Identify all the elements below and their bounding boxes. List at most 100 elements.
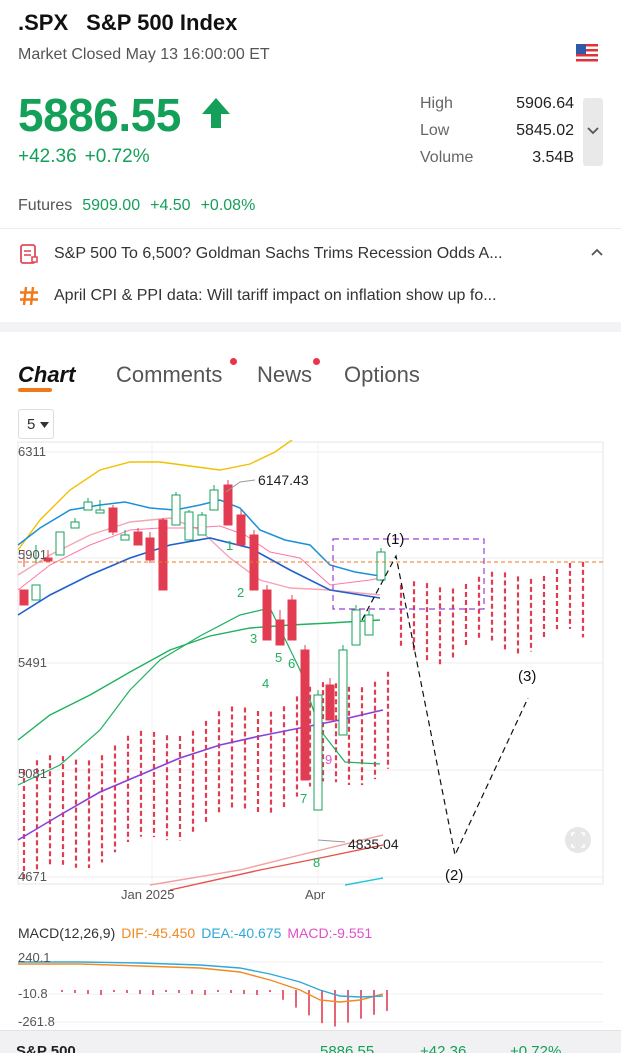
futures-price: 5909.00: [82, 197, 141, 214]
macd-dif: DIF:-45.450: [121, 925, 196, 941]
low-price-label: 4835.04: [348, 836, 399, 852]
tab-options[interactable]: Options: [344, 362, 420, 387]
hashtag-icon: [20, 286, 38, 306]
td-count-label: 5: [275, 650, 282, 665]
y-axis-label: 5081: [18, 766, 47, 781]
td-count-label: 4: [262, 676, 269, 691]
candle-body: [108, 507, 118, 533]
ma-light: [17, 525, 381, 591]
ma-purple: [17, 709, 384, 841]
macd-dea: DEA:-40.675: [201, 925, 282, 941]
document-icon: [20, 244, 38, 264]
wave-projection: [361, 554, 529, 857]
stat-value: 3.54B: [532, 149, 574, 166]
change-percent: +0.72%: [84, 146, 150, 167]
td-count-label: 1: [226, 538, 233, 553]
futures-change: +4.50: [150, 197, 191, 214]
candle-body: [120, 534, 130, 541]
candle-body: [31, 584, 41, 601]
macd-y-label: -261.8: [18, 1014, 55, 1029]
futures-change-percent: +0.08%: [200, 197, 256, 214]
arrow-up-icon: [202, 98, 230, 128]
target-zone-box: [332, 538, 485, 610]
y-axis-label: 6311: [18, 444, 46, 459]
wave-label: (1): [386, 531, 404, 548]
indicator-lines: [17, 440, 384, 891]
high-price-label: 6147.43: [258, 472, 309, 488]
candle-body: [262, 589, 272, 641]
macd-y-label: 240.1: [18, 950, 51, 965]
candle-body: [376, 551, 386, 581]
candle-body: [55, 531, 65, 556]
candle-body: [236, 514, 246, 546]
tab-chart[interactable]: Chart: [18, 362, 76, 387]
period-selector[interactable]: 5: [18, 409, 54, 439]
candle-body: [364, 614, 374, 636]
x-axis-label: Jan 2025: [121, 887, 175, 900]
ma-cyan: [344, 877, 384, 886]
ma-lower-pink: [149, 834, 384, 886]
bottom-quote-bar[interactable]: S&P 500 5886.55 +42.36 +0.72%: [0, 1030, 621, 1053]
ma-blue-short: [17, 499, 381, 577]
news-headline: S&P 500 To 6,500? Goldman Sachs Trims Re…: [54, 245, 503, 262]
candle-body: [223, 484, 233, 526]
candle-body: [70, 521, 80, 529]
candle-body: [133, 531, 143, 546]
macd-dea-line: [18, 961, 384, 998]
section-gap: [0, 322, 621, 332]
fullscreen-icon: [565, 827, 591, 853]
macd-value: MACD:-9.551: [287, 925, 373, 941]
candle-body: [158, 519, 168, 591]
ma-green-long: [17, 619, 381, 741]
x-axis-label: Apr: [305, 887, 326, 900]
stat-high: High 5906.64: [420, 95, 580, 122]
unread-dot: [230, 358, 237, 365]
td-count-label: 3: [250, 631, 257, 646]
chart-frame: [17, 441, 604, 885]
td-count-label: 2: [237, 585, 244, 600]
stat-label: Low: [420, 122, 450, 139]
symbol-code: .SPX: [18, 10, 69, 35]
stat-value: 5845.02: [516, 122, 574, 139]
futures-row[interactable]: Futures 5909.00 +4.50 +0.08%: [18, 197, 265, 215]
macd-chart: 240.1 -10.8 -261.8: [18, 950, 603, 1029]
stat-label: High: [420, 95, 453, 112]
td-count-label: 9: [325, 752, 332, 767]
caret-down-icon: [40, 422, 49, 428]
stat-label: Volume: [420, 149, 474, 166]
bollinger-lower: [17, 607, 381, 786]
projection-cloud: [22, 561, 585, 880]
symbol-name: S&P 500 Index: [86, 10, 238, 35]
candle-body: [197, 514, 207, 536]
macd-plot: 240.1 -10.8 -261.8: [18, 950, 603, 1029]
change-value: +42.36: [18, 146, 77, 167]
candle-body: [249, 534, 259, 591]
tab-news[interactable]: News: [257, 362, 313, 387]
candle-body: [95, 509, 105, 514]
expand-stats-button[interactable]: [583, 98, 603, 166]
annotation-overlay: [18, 479, 603, 857]
ma-blue-long: [17, 537, 381, 616]
y-axis-label: 4671: [18, 869, 47, 884]
candle-body: [145, 537, 155, 561]
stat-volume: Volume 3.54B: [420, 149, 580, 176]
chart-tabs: Chart Comments News Options: [18, 358, 608, 392]
candle-body: [83, 501, 93, 511]
macd-y-label: -10.8: [18, 986, 48, 1001]
tab-comments[interactable]: Comments: [116, 362, 223, 387]
y-axis-label: 5491: [18, 655, 47, 670]
candle-body: [325, 684, 335, 721]
bottom-price: 5886.55: [320, 1043, 375, 1053]
symbol-title: .SPX S&P 500 Index: [18, 10, 608, 36]
wave-label: (2): [445, 867, 463, 884]
macd-dif-line: [18, 963, 384, 1003]
candle-body: [287, 599, 297, 641]
price-change: +42.36 +0.72%: [18, 146, 158, 168]
period-value: 5: [27, 416, 36, 433]
divider: [0, 228, 621, 229]
quote-header: .SPX S&P 500 Index Market Closed May 13 1…: [18, 10, 608, 64]
chevron-up-icon[interactable]: [590, 247, 604, 257]
td-count-label: 7: [300, 791, 307, 806]
